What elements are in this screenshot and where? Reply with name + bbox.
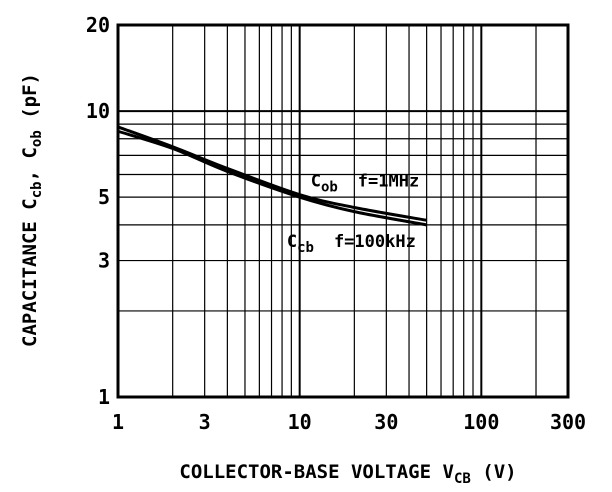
x-tick-labels: 1 3 10 30 100 300 <box>112 410 586 434</box>
y-axis-title-p1: CAPACITANCE C <box>19 198 41 347</box>
curve-label-subscript: ob <box>321 179 338 195</box>
y-tick-label: 5 <box>98 185 110 209</box>
y-tick-label: 1 <box>98 385 110 409</box>
curve-label-symbol: C <box>311 171 321 191</box>
y-axis-title: CAPACITANCE Ccb, Cob (pF) <box>19 73 45 347</box>
x-axis-title-sub: CB <box>454 471 471 487</box>
grid-lines <box>118 25 568 397</box>
x-axis-title-main: COLLECTOR-BASE VOLTAGE V <box>179 461 454 483</box>
x-axis-title-unit: (V) <box>471 461 517 483</box>
x-axis-title: COLLECTOR-BASE VOLTAGE VCB (V) <box>179 461 516 487</box>
x-tick-label: 1 <box>112 410 124 434</box>
x-tick-label: 300 <box>550 410 586 434</box>
plot-frame <box>116 23 570 399</box>
y-axis-title-s1: cb <box>29 181 45 198</box>
y-axis-title-p3: (pF) <box>19 73 41 130</box>
x-tick-label: 3 <box>199 410 211 434</box>
curves <box>117 125 427 227</box>
series-line-ccb <box>117 129 427 227</box>
y-tick-label: 10 <box>86 99 110 123</box>
curve-label-symbol: C <box>287 232 297 252</box>
y-axis-title-s2: ob <box>29 130 45 147</box>
curve-label-ob: Cob f=1MHz <box>311 171 420 195</box>
x-tick-label: 10 <box>288 410 312 434</box>
y-tick-label: 20 <box>86 13 110 37</box>
y-tick-label: 3 <box>98 249 110 273</box>
x-tick-label: 30 <box>374 410 398 434</box>
y-axis-title-p2: , C <box>19 147 41 181</box>
curve-label-condition: f=1MHz <box>358 171 419 191</box>
curve-label-subscript: cb <box>297 240 314 256</box>
curve-label-cb: Ccb f=100kHz <box>287 232 416 256</box>
curve-annotations: Cob f=1MHz Ccb f=100kHz <box>287 171 419 255</box>
series-line-cob <box>117 125 427 222</box>
curve-label-condition: f=100kHz <box>334 232 416 252</box>
y-tick-labels: 1 3 5 10 20 <box>86 13 110 409</box>
x-tick-label: 100 <box>463 410 499 434</box>
